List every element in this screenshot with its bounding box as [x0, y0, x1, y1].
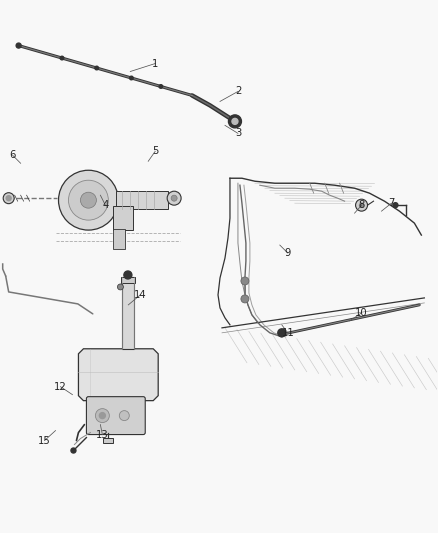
Circle shape — [130, 76, 133, 80]
Text: 10: 10 — [355, 308, 368, 318]
Circle shape — [278, 329, 286, 337]
Text: 3: 3 — [235, 128, 241, 139]
Text: 5: 5 — [152, 146, 159, 156]
Circle shape — [60, 56, 64, 60]
Circle shape — [81, 192, 96, 208]
Bar — [113, 206, 133, 230]
Bar — [122, 277, 134, 349]
Circle shape — [360, 203, 364, 207]
Text: 8: 8 — [358, 200, 365, 210]
Circle shape — [6, 196, 11, 200]
Text: 4: 4 — [102, 200, 109, 210]
Polygon shape — [78, 349, 158, 401]
Circle shape — [119, 410, 129, 421]
Circle shape — [16, 43, 21, 48]
Bar — [103, 438, 113, 442]
Text: 15: 15 — [38, 435, 51, 446]
Circle shape — [99, 413, 106, 418]
Circle shape — [68, 180, 108, 220]
Circle shape — [95, 409, 110, 423]
Circle shape — [124, 271, 132, 279]
Text: 12: 12 — [54, 382, 67, 392]
Text: 11: 11 — [281, 328, 294, 338]
Circle shape — [159, 85, 162, 88]
Bar — [113, 229, 125, 249]
Circle shape — [95, 66, 99, 70]
Circle shape — [356, 199, 367, 211]
Circle shape — [167, 191, 181, 205]
Text: 13: 13 — [96, 430, 109, 440]
Circle shape — [241, 295, 249, 303]
Circle shape — [171, 195, 177, 201]
FancyBboxPatch shape — [86, 397, 145, 434]
Circle shape — [117, 284, 124, 290]
Text: 9: 9 — [285, 248, 291, 258]
Circle shape — [393, 203, 398, 208]
Text: 2: 2 — [235, 86, 241, 96]
Text: 1: 1 — [152, 59, 159, 69]
Bar — [121, 277, 135, 283]
Circle shape — [232, 118, 238, 124]
Circle shape — [71, 448, 76, 453]
Circle shape — [229, 115, 241, 128]
Circle shape — [59, 170, 118, 230]
Circle shape — [241, 277, 249, 285]
Bar — [117, 191, 168, 209]
Text: 6: 6 — [10, 150, 16, 160]
Text: 14: 14 — [134, 290, 147, 300]
Text: 7: 7 — [388, 198, 395, 208]
Circle shape — [3, 193, 14, 204]
